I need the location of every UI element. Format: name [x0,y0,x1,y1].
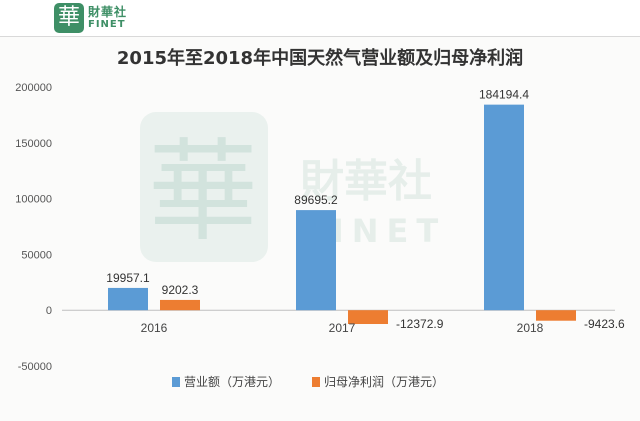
net-profit-bar [536,310,576,321]
legend: 营业额（万港元） 归母净利润（万港元） [172,375,444,389]
revenue-value-label: 19957.1 [106,271,150,285]
revenue-value-label: 184194.4 [479,88,529,102]
watermark: 華 財華社 FINET [140,112,438,262]
brand-wordmark: 財華社 FINET [88,5,128,31]
data-labels: 19957.1 89695.2 184194.4 9202.3 -12372.9 -942… [106,88,625,332]
x-category-label: 2018 [517,321,544,335]
revenue-bar [296,210,336,311]
bar-series [108,104,576,325]
x-axis-categories: 2016 2017 2018 [141,321,544,335]
chart-title: 2015年至2018年中国天然气营业额及归母净利润 [116,48,524,69]
x-category-label: 2017 [329,321,356,335]
revenue-bar [108,287,148,311]
x-category-label: 2016 [141,321,168,335]
y-tick-label: 50000 [21,249,52,261]
brand-name-en: FINET [88,19,126,30]
y-tick-label: 200000 [15,82,52,94]
watermark-brand-cn: 財華社 [300,156,432,207]
legend-net-profit-swatch [312,377,320,387]
net-profit-value-label: -9423.6 [584,317,625,331]
legend-net-profit-label: 归母净利润（万港元） [324,375,444,389]
watermark-seal-char: 華 [148,128,258,256]
brand-seal-logo: 華 [54,3,84,33]
net-profit-bar [348,310,388,325]
y-tick-label: 150000 [15,138,52,150]
legend-revenue-swatch [172,377,180,387]
brand-header: 華 財華社 FINET [0,0,640,37]
revenue-value-label: 89695.2 [294,193,338,207]
legend-revenue-label: 营业额（万港元） [184,375,280,389]
net-profit-bar [160,299,200,311]
brand-name-cn: 財華社 [88,5,128,19]
y-tick-label: -50000 [18,361,52,373]
revenue-bar [484,104,524,311]
watermark-seal-shape [140,112,268,262]
y-tick-label: 0 [46,305,52,317]
net-profit-value-label: 9202.3 [162,283,199,297]
y-axis: -50000 0 50000 100000 150000 200000 [15,82,52,373]
header-divider [0,36,640,37]
net-profit-value-label: -12372.9 [396,317,444,331]
y-tick-label: 100000 [15,194,52,206]
